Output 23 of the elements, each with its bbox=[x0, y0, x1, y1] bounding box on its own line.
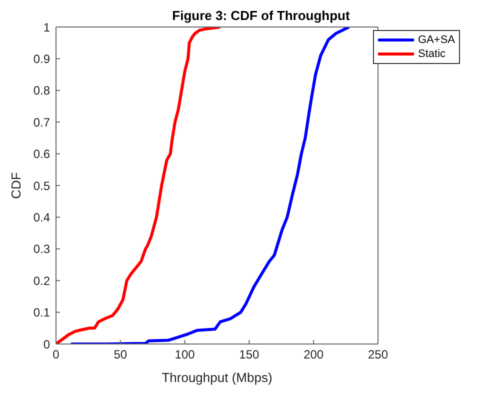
y-tick-label: 0.8 bbox=[33, 84, 50, 98]
x-axis-title: Throughput (Mbps) bbox=[162, 370, 272, 385]
line-series bbox=[69, 27, 351, 344]
y-axis-title: CDF bbox=[8, 172, 24, 199]
chart-title: Figure 3: CDF of Throughput bbox=[171, 8, 351, 23]
x-tick-label: 150 bbox=[239, 348, 260, 362]
y-tick-label: 0.5 bbox=[33, 178, 50, 193]
x-tick-label: 0 bbox=[52, 348, 60, 362]
legend-label: Static bbox=[418, 47, 446, 61]
x-tick-label: 200 bbox=[304, 348, 324, 362]
y-tick-label: 0.9 bbox=[33, 52, 50, 66]
y-tick-label: 0.3 bbox=[33, 242, 50, 256]
y-tick-label: 0.2 bbox=[33, 274, 50, 288]
y-tick-label: 0.1 bbox=[33, 306, 50, 320]
y-tick-label: 0.7 bbox=[33, 115, 50, 130]
x-tick-label: 250 bbox=[368, 348, 388, 362]
legend-label: GA+SA bbox=[418, 33, 455, 47]
x-tick-label: 100 bbox=[174, 348, 196, 362]
y-tick-label: 0.6 bbox=[33, 147, 50, 162]
x-tick-label: 50 bbox=[114, 348, 128, 362]
y-tick-label: 0 bbox=[43, 337, 50, 352]
y-tick-label: 1 bbox=[43, 20, 50, 34]
y-tick-label: 0.4 bbox=[33, 210, 50, 224]
